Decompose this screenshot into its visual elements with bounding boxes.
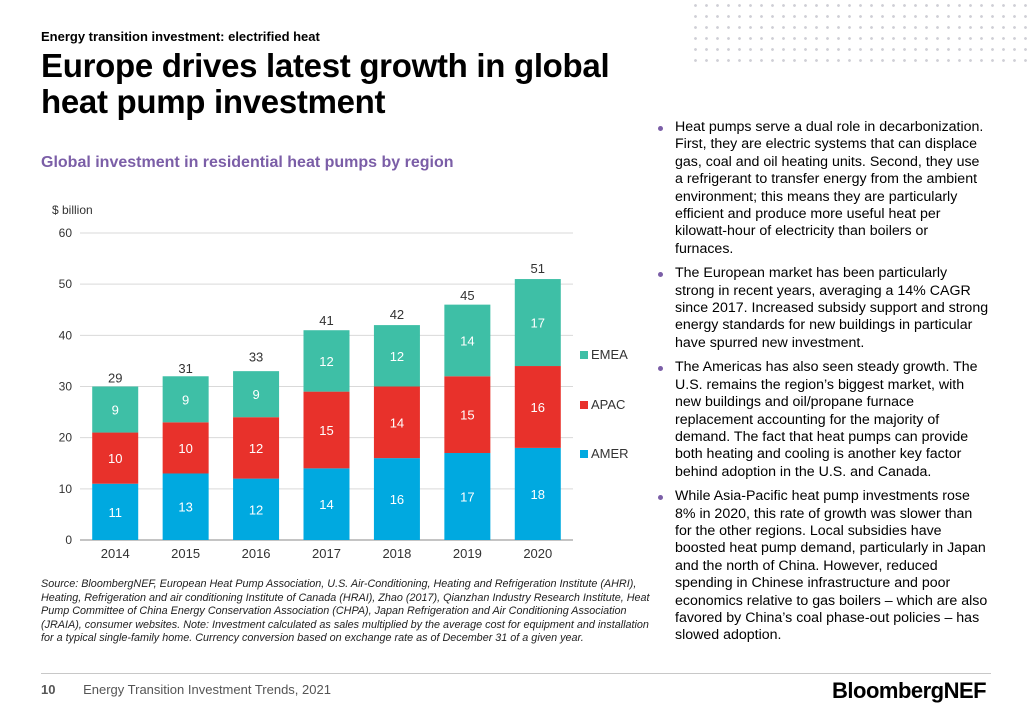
footer: 10 Energy Transition Investment Trends, … (41, 682, 331, 697)
decorative-dot-pattern (690, 0, 1031, 70)
bullet-text: The Americas has also seen steady growth… (675, 359, 978, 480)
y-tick-label: 0 (65, 533, 72, 547)
bar-total-label: 33 (249, 350, 263, 365)
bar-total-label: 42 (390, 307, 404, 322)
page-title: Europe drives latest growth in global he… (41, 47, 610, 120)
page-number: 10 (41, 682, 56, 697)
bar-value-label: 9 (182, 392, 189, 407)
x-tick-label: 2015 (171, 546, 200, 561)
bullet-text: While Asia-Pacific heat pump investments… (675, 488, 988, 644)
y-tick-label: 50 (59, 277, 73, 291)
brand-logo: BloombergNEF (832, 678, 987, 703)
bar-value-label: 11 (108, 505, 122, 520)
bar-value-label: 12 (249, 502, 263, 517)
legend-swatch-emea (580, 351, 588, 359)
bar-total-label: 41 (319, 313, 333, 328)
bar-segment-apac (303, 391, 350, 469)
bar-segment-apac (444, 376, 491, 454)
report-title: Energy Transition Investment Trends, 202… (83, 682, 331, 697)
bar-total-label: 31 (178, 361, 192, 376)
bar-segment-amer (444, 453, 491, 540)
bullet-dot-icon (658, 366, 663, 372)
bar-segment-apac (162, 422, 209, 474)
legend-label: AMER (591, 446, 629, 461)
bullet-text: The European market has been particularl… (675, 265, 989, 351)
bar-segment-apac (92, 432, 139, 484)
bullet-dot-icon (658, 272, 663, 278)
x-tick-label: 2019 (453, 546, 482, 561)
bullet-item: The Americas has also seen steady growth… (655, 359, 990, 481)
bar-segment-emea (373, 325, 420, 387)
bar-value-label: 10 (108, 451, 122, 466)
bar-segment-apac (373, 386, 420, 459)
bullet-item: While Asia-Pacific heat pump investments… (655, 488, 990, 645)
bar-value-label: 15 (460, 408, 474, 423)
bar-segment-emea (162, 376, 209, 423)
x-tick-label: 2014 (101, 546, 130, 561)
section-label: Energy transition investment: electrifie… (41, 29, 320, 44)
bar-value-label: 18 (531, 487, 545, 502)
y-axis-label: $ billion (52, 203, 93, 217)
bar-segment-apac (233, 417, 280, 479)
x-tick-label: 2020 (523, 546, 552, 561)
chart-title: Global investment in residential heat pu… (41, 154, 454, 171)
bar-value-label: 12 (319, 354, 333, 369)
bar-segment-amer (92, 483, 139, 540)
legend-label: EMEA (591, 347, 628, 362)
footer-divider (41, 673, 991, 674)
bar-segment-emea (444, 304, 491, 377)
bar-total-label: 45 (460, 288, 474, 303)
legend-swatch-amer (580, 450, 588, 458)
bar-segment-emea (303, 330, 350, 392)
bar-value-label: 12 (390, 349, 404, 364)
bar-value-label: 9 (252, 387, 259, 402)
legend-swatch-apac (580, 401, 588, 409)
bar-value-label: 17 (531, 316, 545, 331)
bar-segment-emea (92, 386, 139, 433)
bar-value-label: 14 (460, 333, 474, 348)
bar-segment-emea (514, 279, 561, 367)
bullet-item: The European market has been particularl… (655, 265, 990, 352)
x-tick-label: 2018 (382, 546, 411, 561)
bullet-dot-icon (658, 126, 663, 131)
bullet-dot-icon (658, 495, 663, 501)
bar-value-label: 13 (178, 500, 192, 515)
y-tick-label: 20 (59, 431, 73, 445)
bar-total-label: 51 (531, 261, 545, 276)
bar-total-label: 29 (108, 371, 122, 386)
bullet-list: Heat pumps serve a dual role in decarbon… (655, 119, 990, 652)
y-tick-label: 10 (59, 482, 73, 496)
bar-value-label: 16 (531, 400, 545, 415)
stacked-bar-chart: 0 10 20 30 40 50 60 $ billion 11 10 9 29 2014 13 10 9 31… (52, 203, 629, 561)
bar-segment-emea (233, 371, 280, 418)
bar-value-label: 10 (178, 441, 192, 456)
legend-label: APAC (591, 397, 625, 412)
x-tick-label: 2017 (312, 546, 341, 561)
bar-segment-amer (233, 478, 280, 540)
x-tick-label: 2016 (242, 546, 271, 561)
bar-segment-amer (303, 468, 350, 540)
y-tick-label: 40 (59, 328, 73, 342)
bar-value-label: 16 (390, 492, 404, 507)
bar-segment-amer (162, 473, 209, 540)
bullet-item: Heat pumps serve a dual role in decarbon… (655, 119, 990, 258)
y-tick-label: 60 (59, 226, 73, 240)
bullet-text: Heat pumps serve a dual role in decarbon… (675, 119, 984, 257)
bar-value-label: 14 (390, 415, 404, 430)
bar-value-label: 14 (319, 497, 333, 512)
source-note: Source: BloombergNEF, European Heat Pump… (41, 578, 650, 645)
bar-value-label: 9 (112, 403, 119, 418)
bar-value-label: 15 (319, 423, 333, 438)
bar-segment-amer (514, 447, 561, 540)
bar-value-label: 17 (460, 490, 474, 505)
bar-segment-amer (373, 458, 420, 540)
bar-value-label: 12 (249, 441, 263, 456)
bar-segment-apac (514, 366, 561, 448)
y-tick-label: 30 (59, 380, 73, 394)
